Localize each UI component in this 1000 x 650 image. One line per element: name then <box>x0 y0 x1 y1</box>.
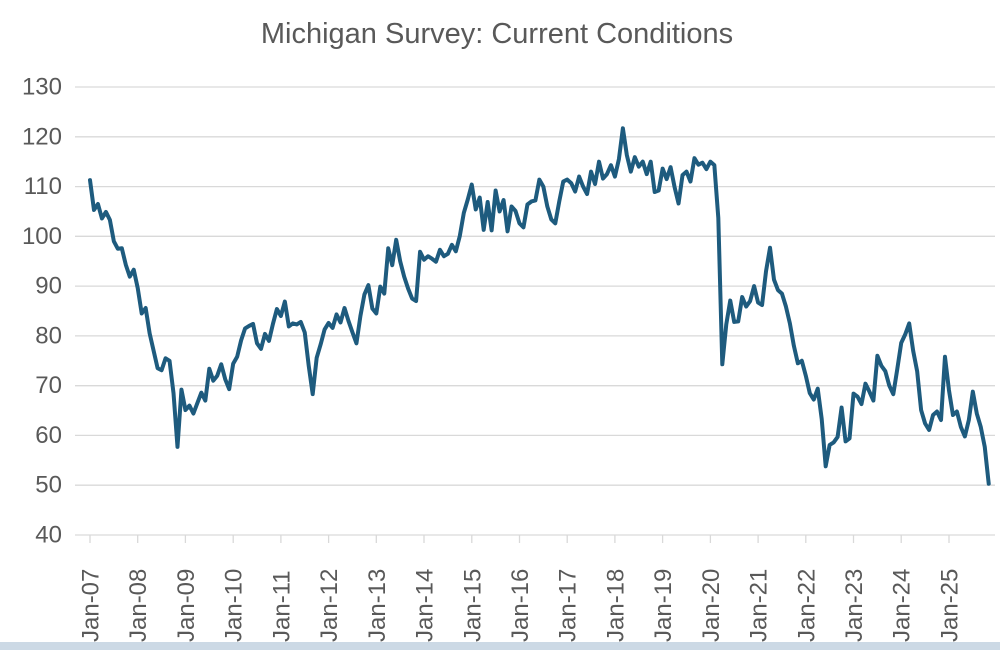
x-axis-label: Jan-07 <box>78 569 105 642</box>
bottom-bar <box>0 642 1000 650</box>
chart-title: Michigan Survey: Current Conditions <box>261 18 733 50</box>
x-axis-label: Jan-24 <box>889 569 916 642</box>
gridlines <box>75 86 995 536</box>
series-line-current-conditions <box>88 126 991 486</box>
y-axis-label: 60 <box>35 422 62 449</box>
x-axis-label: Jan-25 <box>937 569 964 642</box>
x-axis-label: Jan-16 <box>507 569 534 642</box>
y-axis-label: 120 <box>22 123 62 150</box>
x-axis-label: Jan-10 <box>221 569 248 642</box>
x-axis-label: Jan-13 <box>364 569 391 642</box>
y-axis-label: 70 <box>35 372 62 399</box>
x-axis-label: Jan-08 <box>125 569 152 642</box>
x-axis-label: Jan-21 <box>746 569 773 642</box>
x-axis-label: Jan-14 <box>412 569 439 642</box>
x-axis-label: Jan-11 <box>268 570 295 642</box>
y-axis-label: 110 <box>24 173 62 200</box>
x-axis-label: Jan-12 <box>316 569 343 642</box>
x-axis-label: Jan-22 <box>793 569 820 642</box>
x-axis-label: Jan-19 <box>650 569 677 642</box>
x-axis-label: Jan-18 <box>602 569 629 642</box>
y-axis-labels: 130 120 110 100 90 80 70 60 50 40 <box>22 74 62 549</box>
x-axis-labels: Jan-07 Jan-08 Jan-09 Jan-10 Jan-11 Jan-12 Jan-… <box>78 569 964 642</box>
x-axis-label: Jan-09 <box>173 569 200 642</box>
y-axis-label: 130 <box>22 74 62 101</box>
y-axis-label: 80 <box>35 322 62 349</box>
x-axis-ticks <box>89 535 950 543</box>
x-axis-label: Jan-23 <box>841 569 868 642</box>
y-axis-label: 90 <box>35 273 62 300</box>
y-axis-label: 50 <box>35 472 62 499</box>
x-axis-label: Jan-17 <box>555 569 582 642</box>
y-axis-label: 100 <box>22 223 62 250</box>
x-axis-label: Jan-15 <box>459 569 486 642</box>
y-axis-label: 40 <box>35 522 62 549</box>
x-axis-label: Jan-20 <box>698 569 725 642</box>
